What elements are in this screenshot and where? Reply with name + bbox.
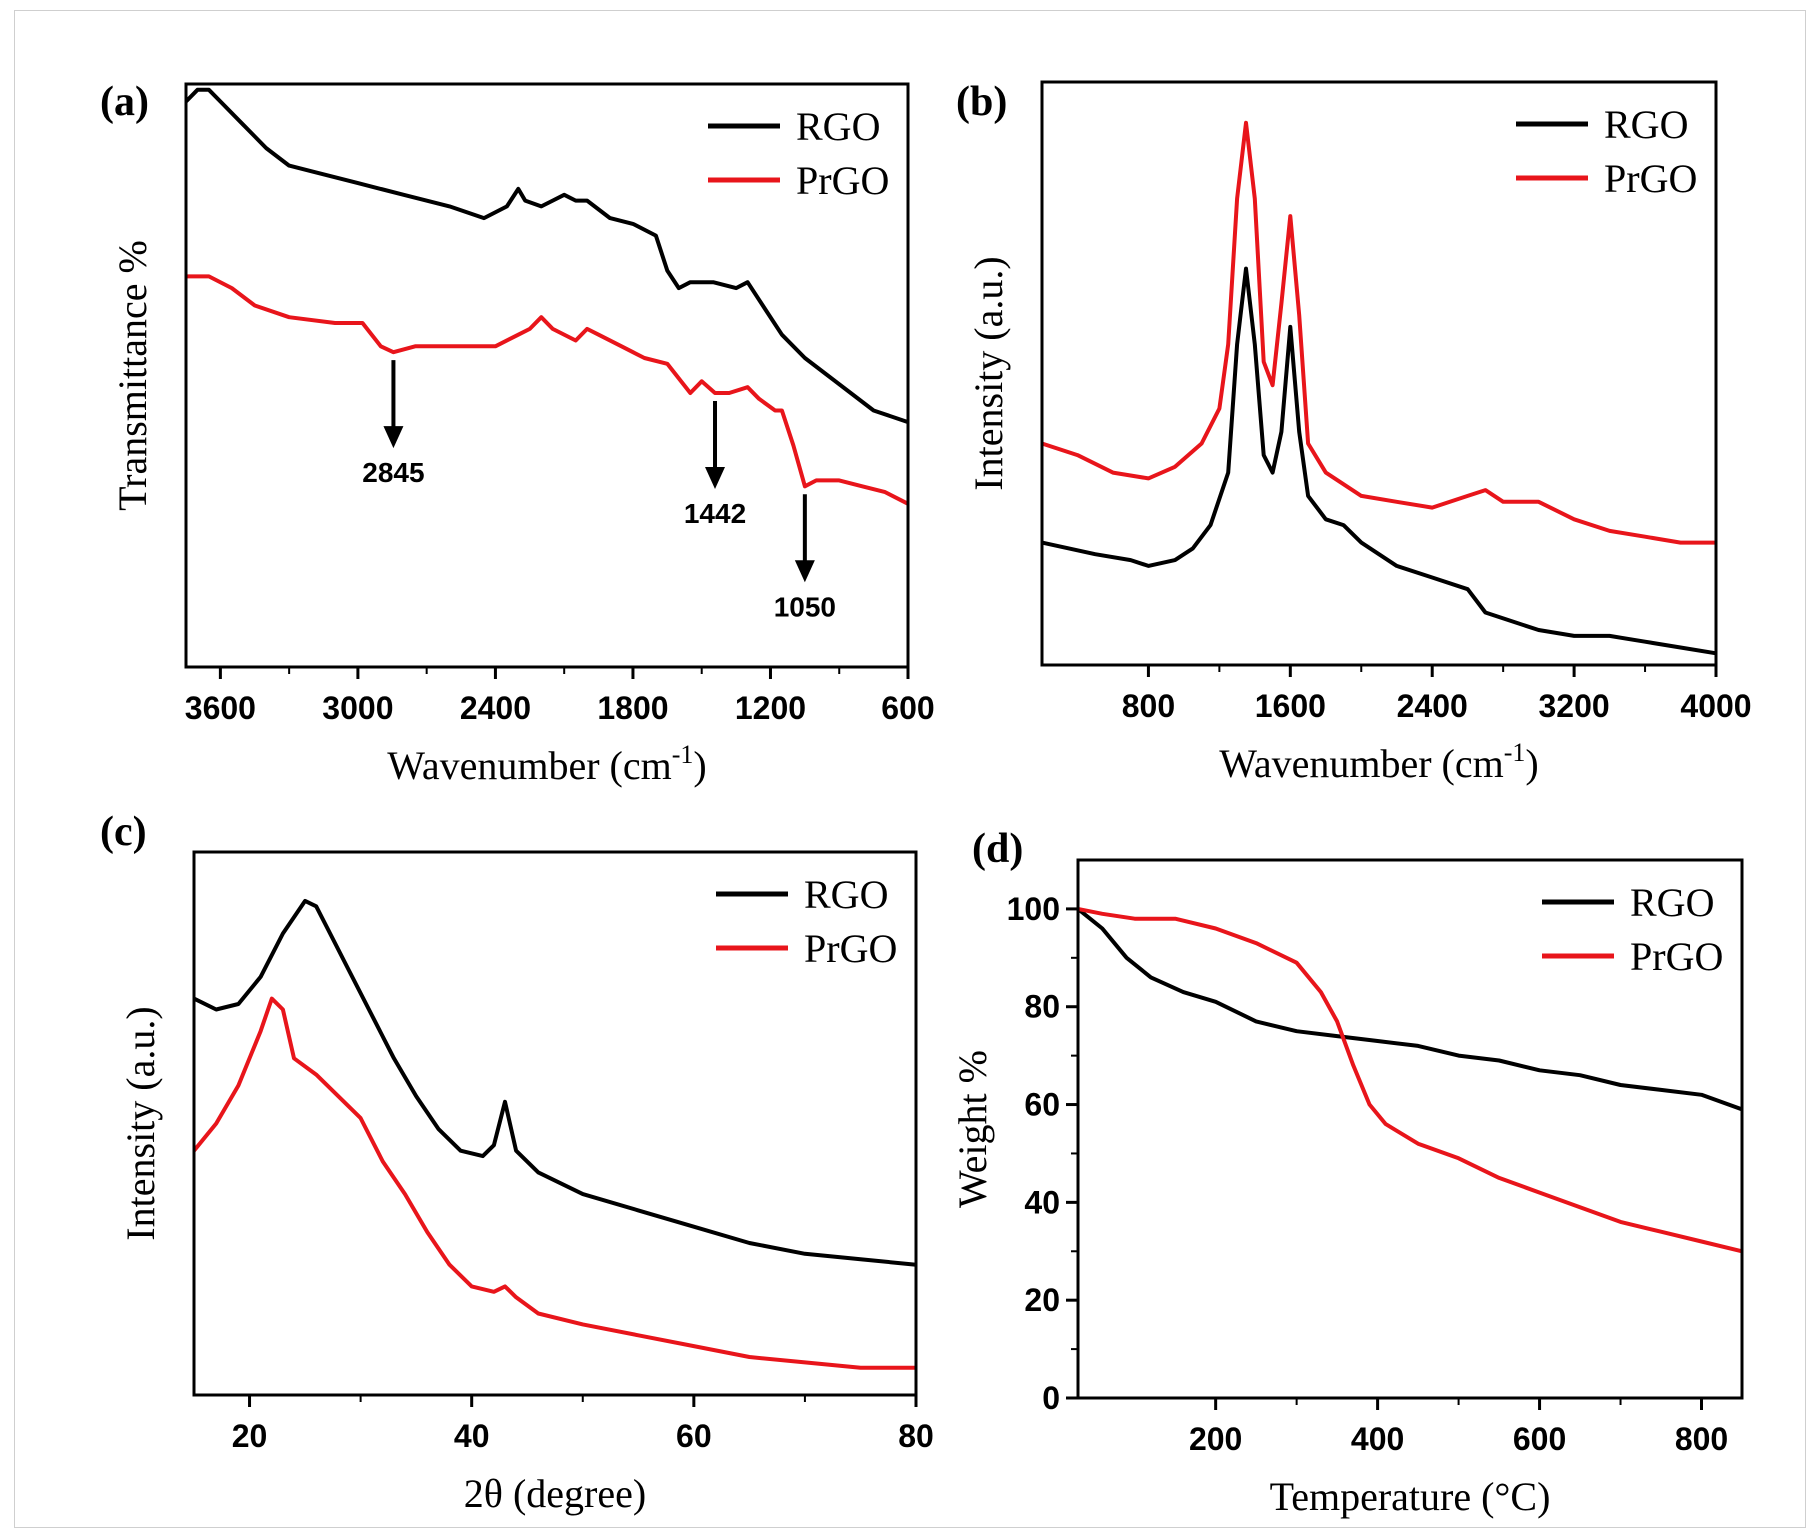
legend-label-prgo: PrGO <box>804 926 897 971</box>
y-tick-label: 20 <box>1024 1282 1060 1318</box>
series-line-rgo <box>1076 907 1743 1112</box>
x-axis-title: Wavenumber (cm-1) <box>387 740 706 788</box>
x-tick-label: 600 <box>881 690 934 726</box>
series-line-rgo <box>193 898 917 1267</box>
legend-label-rgo: RGO <box>1630 880 1714 925</box>
x-tick-label: 600 <box>1513 1421 1566 1457</box>
x-tick-label: 3600 <box>185 690 256 726</box>
y-axis-title: Weight % <box>950 1050 995 1208</box>
x-tick-label: 60 <box>676 1418 712 1454</box>
x-tick-label: 800 <box>1675 1421 1728 1457</box>
x-tick-label: 3200 <box>1539 688 1610 724</box>
legend-label-rgo: RGO <box>804 872 888 917</box>
legend-label-rgo: RGO <box>1604 102 1688 147</box>
x-tick-label: 1600 <box>1255 688 1326 724</box>
annotation-arrowhead <box>794 560 815 583</box>
series-line-prgo <box>1041 120 1716 545</box>
panel-label: (c) <box>100 809 147 855</box>
x-tick-label: 80 <box>898 1418 934 1454</box>
legend-label-prgo: PrGO <box>1630 934 1723 979</box>
legend-label-prgo: PrGO <box>796 158 889 203</box>
panel-label: (d) <box>972 826 1023 872</box>
x-tick-label: 400 <box>1351 1421 1404 1457</box>
x-tick-label: 1800 <box>597 690 668 726</box>
y-tick-label: 100 <box>1007 891 1060 927</box>
x-tick-label: 2400 <box>1397 688 1468 724</box>
plot-frame <box>1040 80 1718 667</box>
x-axis-title: Temperature (°C) <box>1270 1474 1551 1519</box>
series-line-rgo <box>184 87 909 424</box>
chart-panel-2: (b) 800 1600 2400 3200 4000 Wavenumber (cm-1) I… <box>956 79 1752 786</box>
x-tick-label: 20 <box>232 1418 268 1454</box>
plot-frame <box>1076 858 1744 1400</box>
x-tick-label: 3000 <box>322 690 393 726</box>
chart-panel-4: (d) 200 400 600 800 0 20 40 60 80 100 Temperature (… <box>950 826 1744 1519</box>
chart-panel-3: (c) 20 40 60 80 2θ (degree) Intensity (a.u.) RG… <box>100 809 934 1516</box>
series-line-prgo <box>1077 906 1743 1254</box>
panel-label: (b) <box>956 79 1007 125</box>
plot-frame <box>192 850 918 1397</box>
legend-label-rgo: RGO <box>796 104 880 149</box>
annotation-label: 1050 <box>774 591 836 622</box>
y-tick-label: 80 <box>1024 989 1060 1025</box>
x-tick-label: 40 <box>454 1418 490 1454</box>
series-line-rgo <box>1041 266 1717 656</box>
figure-frame <box>14 10 1806 1528</box>
y-axis-title: Transmittance % <box>110 240 155 511</box>
x-tick-label: 200 <box>1189 1421 1242 1457</box>
plot-frame <box>184 82 910 669</box>
x-axis-title: 2θ (degree) <box>464 1471 646 1516</box>
legend-label-prgo: PrGO <box>1604 156 1697 201</box>
x-tick-label: 1200 <box>735 690 806 726</box>
annotation-label: 2845 <box>362 457 424 488</box>
y-tick-label: 60 <box>1024 1087 1060 1123</box>
series-line-prgo <box>186 274 909 506</box>
chart-panel-1: (a) 3600 3000 2400 1800 1200 600 Wavenumber (cm… <box>100 79 935 788</box>
panel-label: (a) <box>100 79 149 125</box>
x-axis-title: Wavenumber (cm-1) <box>1219 738 1538 786</box>
x-tick-label: 2400 <box>460 690 531 726</box>
annotation-arrowhead <box>705 466 726 489</box>
y-axis-title: Intensity (a.u.) <box>966 256 1011 490</box>
x-tick-label: 4000 <box>1680 688 1751 724</box>
x-tick-label: 800 <box>1122 688 1175 724</box>
annotation-label: 1442 <box>684 498 746 529</box>
y-tick-label: 0 <box>1042 1380 1060 1416</box>
series-line-prgo <box>192 996 916 1370</box>
annotation-arrowhead <box>383 426 404 449</box>
y-tick-label: 40 <box>1024 1184 1060 1220</box>
y-axis-title: Intensity (a.u.) <box>118 1006 163 1240</box>
